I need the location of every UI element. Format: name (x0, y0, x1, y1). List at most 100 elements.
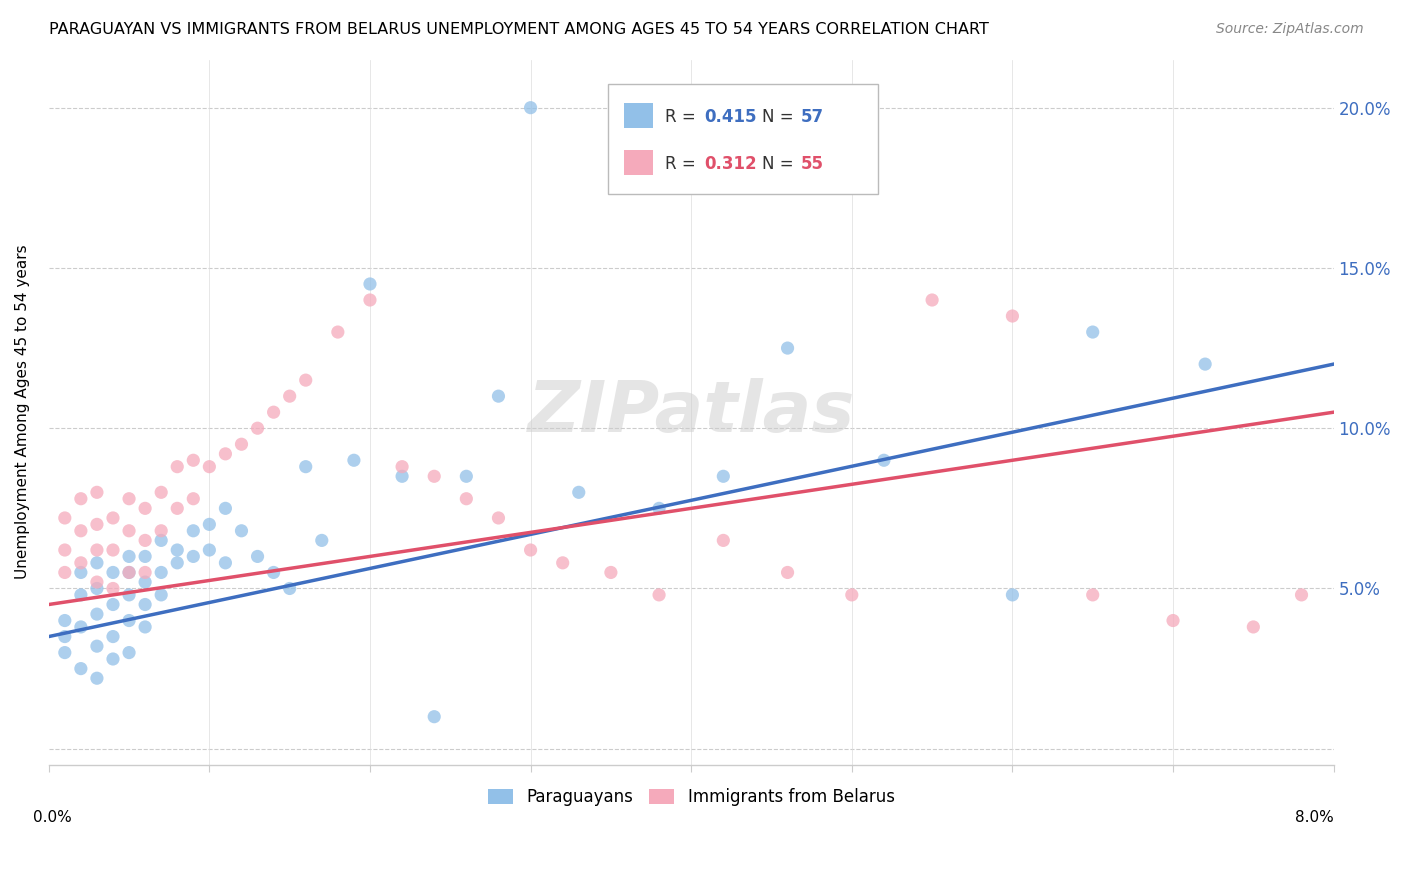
Point (181, 549, 204, 564)
Point (101, 652, 124, 666)
Text: R =: R = (665, 155, 702, 173)
Point (53, 646, 76, 660)
Point (166, 459, 188, 474)
Point (134, 620, 156, 634)
Point (198, 543, 221, 558)
Point (86, 607, 108, 621)
Point (488, 389, 510, 403)
Point (1194, 357, 1216, 371)
Point (359, 293, 381, 307)
Point (86, 517, 108, 532)
Point (150, 524, 173, 538)
Point (166, 501, 188, 516)
Point (118, 588, 141, 602)
Point (214, 447, 236, 461)
Point (599, 566, 621, 580)
Point (101, 598, 124, 612)
Point (1001, 588, 1024, 602)
Point (456, 469, 478, 483)
Point (519, 543, 541, 558)
Text: ZIPatlas: ZIPatlas (527, 377, 855, 447)
Text: 0.415: 0.415 (704, 108, 756, 126)
Point (70, 566, 93, 580)
Point (53, 543, 76, 558)
Point (134, 598, 156, 612)
Point (101, 582, 124, 596)
Point (841, 588, 863, 602)
Point (568, 485, 591, 500)
Point (134, 501, 156, 516)
Point (70, 491, 93, 506)
Point (86, 639, 108, 653)
Point (711, 469, 734, 483)
Point (150, 533, 173, 548)
FancyBboxPatch shape (607, 84, 877, 194)
Text: 8.0%: 8.0% (1295, 810, 1334, 824)
Point (519, 101, 541, 115)
Text: 0.312: 0.312 (704, 155, 756, 173)
Point (86, 543, 108, 558)
Point (1339, 630, 1361, 644)
FancyBboxPatch shape (624, 103, 652, 128)
Point (118, 646, 141, 660)
Text: 0.0%: 0.0% (32, 810, 72, 824)
Text: R =: R = (665, 108, 702, 126)
Y-axis label: Unemployment Among Ages 45 to 54 years: Unemployment Among Ages 45 to 54 years (15, 245, 30, 580)
Point (391, 469, 413, 483)
Point (1081, 588, 1104, 602)
Point (278, 389, 301, 403)
Point (294, 373, 316, 387)
Point (134, 575, 156, 590)
Point (198, 459, 221, 474)
Point (1161, 614, 1184, 628)
Point (181, 524, 204, 538)
Point (134, 566, 156, 580)
Text: 55: 55 (800, 155, 824, 173)
Point (391, 459, 413, 474)
Point (246, 421, 269, 435)
Point (1241, 620, 1264, 634)
Point (776, 566, 799, 580)
Point (648, 588, 671, 602)
Point (101, 511, 124, 525)
Point (53, 614, 76, 628)
Point (423, 709, 446, 723)
Point (1291, 588, 1313, 602)
Point (86, 671, 108, 685)
Point (326, 325, 349, 339)
Point (118, 566, 141, 580)
Point (53, 566, 76, 580)
Point (86, 582, 108, 596)
Text: Source: ZipAtlas.com: Source: ZipAtlas.com (1216, 22, 1364, 37)
Point (181, 491, 204, 506)
Point (166, 556, 188, 570)
Point (246, 549, 269, 564)
Point (1371, 646, 1393, 660)
Point (294, 459, 316, 474)
Point (101, 566, 124, 580)
FancyBboxPatch shape (624, 150, 652, 175)
Point (648, 501, 671, 516)
Point (231, 524, 253, 538)
Point (118, 566, 141, 580)
Text: N =: N = (762, 108, 799, 126)
Point (873, 453, 896, 467)
Point (70, 620, 93, 634)
Point (921, 293, 943, 307)
Point (70, 662, 93, 676)
Point (70, 588, 93, 602)
Point (198, 517, 221, 532)
Point (86, 575, 108, 590)
Point (456, 491, 478, 506)
Point (343, 453, 366, 467)
Point (214, 501, 236, 516)
Point (86, 556, 108, 570)
Point (53, 630, 76, 644)
Point (101, 630, 124, 644)
Point (150, 485, 173, 500)
Point (118, 549, 141, 564)
Point (150, 566, 173, 580)
Point (166, 543, 188, 558)
Point (776, 341, 799, 355)
Point (423, 469, 446, 483)
